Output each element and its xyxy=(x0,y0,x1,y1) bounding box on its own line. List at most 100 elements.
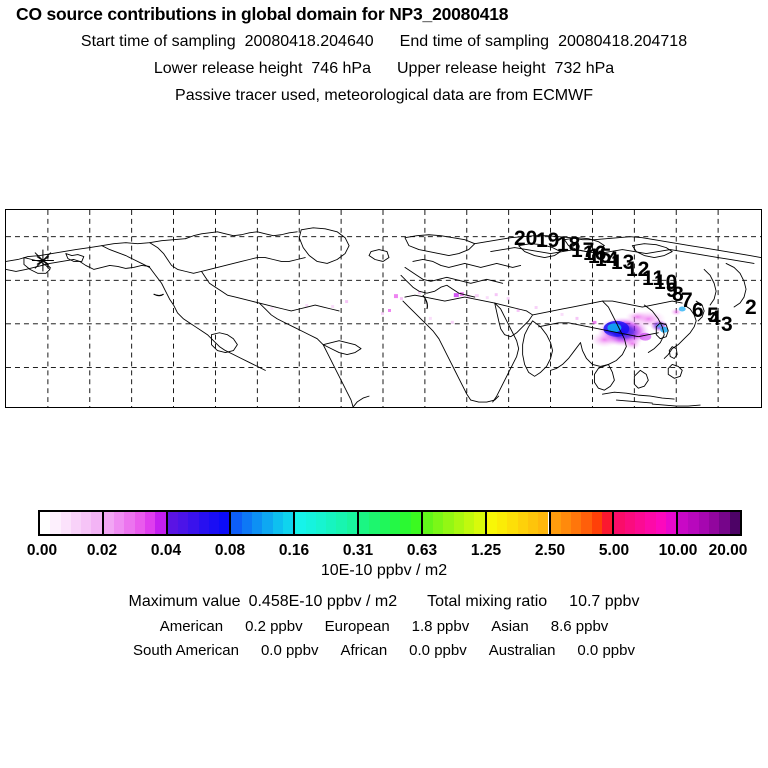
trajectory-day-label-3: 3 xyxy=(721,313,733,336)
colorbar-segment-1 xyxy=(103,512,168,534)
release-height-line: Lower release height 746 hPa Upper release… xyxy=(0,60,768,78)
colorbar-swatch-9-2 xyxy=(634,512,646,534)
colorbar-swatch-8-0 xyxy=(550,512,561,534)
colorbar-swatch-6-2 xyxy=(443,512,454,534)
colorbar-swatch-5-4 xyxy=(400,512,411,534)
world-map-panel xyxy=(5,209,762,408)
trajectory-day-label-5: 5 xyxy=(707,304,719,327)
colorbar-swatch-4-1 xyxy=(305,512,316,534)
colorbar-swatch-1-1 xyxy=(114,512,125,534)
colorbar-segment-4 xyxy=(295,512,360,534)
colorbar-swatch-10-3 xyxy=(709,512,720,534)
max-value-value: 0.458E-10 ppbv / m2 xyxy=(248,593,398,610)
region-value-south-american: 0.0 ppbv xyxy=(260,642,319,659)
colorbar-swatch-10-2 xyxy=(698,512,710,534)
colorbar-swatch-4-2 xyxy=(315,512,327,534)
region-name-african: African xyxy=(340,642,388,659)
colorbar-swatch-0-2 xyxy=(60,512,71,534)
colorbar-segment-6 xyxy=(422,512,487,534)
colorbar-swatch-9-5 xyxy=(665,512,677,534)
colorbar-swatch-1-5 xyxy=(155,512,166,534)
total-mixing-ratio-value: 10.7 ppbv xyxy=(569,593,640,610)
region-name-australian: Australian xyxy=(488,642,556,659)
colorbar-swatch-6-0 xyxy=(422,512,434,534)
colorbar-swatch-2-2 xyxy=(188,512,199,534)
upper-height-value: 732 hPa xyxy=(554,60,615,77)
map-svg xyxy=(6,210,761,407)
colorbar-segment-3 xyxy=(231,512,296,534)
region-name-european: European xyxy=(324,618,390,635)
colorbar-swatch-4-4 xyxy=(336,512,347,534)
colorbar-swatch-8-3 xyxy=(581,512,592,534)
region-value-asian: 8.6 ppbv xyxy=(550,618,609,635)
colorbar-swatch-3-4 xyxy=(272,512,283,534)
map-canvas xyxy=(6,210,761,407)
trajectory-day-label-13: 13 xyxy=(611,251,635,274)
colorbar-swatch-1-3 xyxy=(134,512,145,534)
region-value-european: 1.8 ppbv xyxy=(411,618,470,635)
colorbar-swatch-8-1 xyxy=(560,512,572,534)
colorbar-tick-8: 2.50 xyxy=(534,542,566,559)
coastlines xyxy=(6,227,761,407)
colorbar-swatch-1-2 xyxy=(124,512,135,534)
colorbar-swatch-7-3 xyxy=(517,512,528,534)
trajectory-day-label-12: 12 xyxy=(626,258,650,281)
trajectory-day-label-9: 9 xyxy=(666,279,678,302)
colorbar-tick-9: 5.00 xyxy=(598,542,630,559)
colorbar-swatch-5-5 xyxy=(410,512,421,534)
page-title: CO source contributions in global domain… xyxy=(16,4,509,24)
colorbar-swatch-6-4 xyxy=(464,512,475,534)
colorbar-swatch-9-3 xyxy=(645,512,656,534)
trajectory-day-label-8: 8 xyxy=(672,283,684,306)
plume-overlay xyxy=(270,291,686,350)
region-name-asian: Asian xyxy=(491,618,529,635)
colorbar-segment-0 xyxy=(40,512,104,534)
trajectory-day-label-6: 6 xyxy=(692,299,704,322)
colorbar-tick-3: 0.08 xyxy=(214,542,246,559)
colorbar-swatch-5-0 xyxy=(359,512,370,534)
colorbar-swatch-10-4 xyxy=(719,512,730,534)
colorbar-segment-9 xyxy=(614,512,679,534)
colorbar-swatch-0-0 xyxy=(40,512,51,534)
colorbar-swatch-4-5 xyxy=(346,512,358,534)
colorbar-swatch-5-3 xyxy=(389,512,401,534)
colorbar-wrap: 0.00 0.02 0.04 0.08 0.16 0.31 0.63 1.25 2.50 5.00… xyxy=(0,506,768,559)
colorbar-tick-1: 0.02 xyxy=(86,542,118,559)
upper-height-label: Upper release height xyxy=(397,60,546,77)
colorbar-segment-5 xyxy=(359,512,423,534)
colorbar-swatch-3-5 xyxy=(282,512,294,534)
trajectory-day-label-17: 17 xyxy=(571,239,595,262)
colorbar-segment-2 xyxy=(167,512,232,534)
trajectory-day-label-14: 14 xyxy=(595,248,619,271)
colorbar-swatch-7-1 xyxy=(496,512,508,534)
colorbar-swatch-7-0 xyxy=(486,512,497,534)
trajectory-day-label-15: 15 xyxy=(588,245,612,268)
trajectory-day-label-7: 7 xyxy=(681,289,693,312)
colorbar-swatch-1-0 xyxy=(103,512,115,534)
trajectory-day-label-20: 20 xyxy=(514,227,538,250)
colorbar-tick-7: 1.25 xyxy=(470,542,502,559)
colorbar-swatch-0-1 xyxy=(50,512,61,534)
colorbar-segment-8 xyxy=(550,512,615,534)
end-time-value: 20080418.204718 xyxy=(558,33,688,50)
trajectory-day-label-10: 10 xyxy=(654,271,678,294)
colorbar-tick-4: 0.16 xyxy=(278,542,310,559)
star-marker xyxy=(31,249,54,272)
colorbar-segment-7 xyxy=(486,512,551,534)
colorbar-swatch-4-0 xyxy=(295,512,306,534)
colorbar-tick-0: 0.00 xyxy=(26,542,58,559)
colorbar-tick-labels: 0.00 0.02 0.04 0.08 0.16 0.31 0.63 1.25 2.50 5.00… xyxy=(0,542,768,562)
colorbar-swatch-10-5 xyxy=(729,512,740,534)
colorbar-unit-label: 10E-10 ppbv / m2 xyxy=(320,562,448,579)
colorbar-swatch-5-1 xyxy=(369,512,380,534)
colorbar-swatch-6-1 xyxy=(433,512,444,534)
max-value-label: Maximum value xyxy=(128,593,241,610)
region-name-south-american: South American xyxy=(133,642,239,659)
lower-height-value: 746 hPa xyxy=(311,60,371,77)
region-name-american: American xyxy=(159,618,224,635)
colorbar-swatch-10-1 xyxy=(688,512,699,534)
max-value-line: Maximum value 0.458E-10 ppbv / m2 Total mi… xyxy=(0,593,768,611)
colorbar-swatch-0-3 xyxy=(70,512,82,534)
colorbar-swatch-9-0 xyxy=(614,512,625,534)
